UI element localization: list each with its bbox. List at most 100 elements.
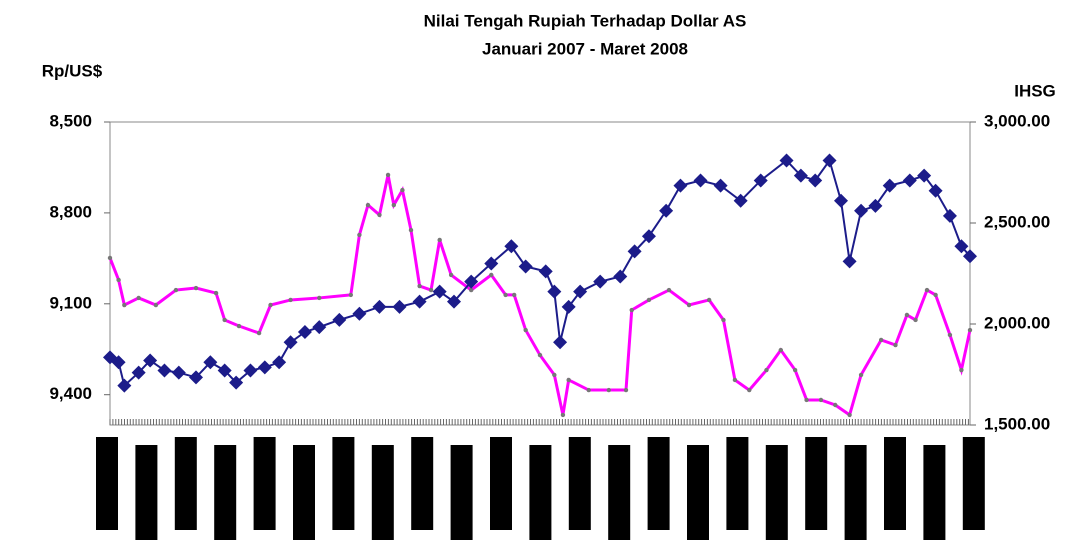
point xyxy=(153,302,159,308)
point xyxy=(623,387,629,393)
point xyxy=(217,363,232,378)
x-label-block xyxy=(687,445,709,540)
point xyxy=(171,365,186,380)
point xyxy=(538,264,553,279)
point xyxy=(733,193,748,208)
point xyxy=(924,287,930,293)
point xyxy=(673,178,688,193)
point xyxy=(122,302,127,308)
x-label-block xyxy=(253,437,276,530)
point xyxy=(686,302,692,308)
point xyxy=(854,203,869,218)
point xyxy=(627,244,642,259)
point xyxy=(504,239,519,254)
x-label-block xyxy=(490,437,512,530)
point xyxy=(606,387,611,393)
point xyxy=(400,187,405,193)
x-label-block xyxy=(805,437,828,530)
point xyxy=(385,172,391,178)
x-label-block xyxy=(726,437,749,530)
point xyxy=(928,183,943,198)
point xyxy=(222,317,227,323)
point xyxy=(229,375,244,390)
x-label-block xyxy=(765,445,788,540)
point xyxy=(469,287,474,293)
point xyxy=(503,292,508,298)
y-axis-label: Rp/US$ xyxy=(42,61,103,80)
point xyxy=(954,239,969,254)
point xyxy=(917,168,932,183)
point xyxy=(377,212,382,218)
point xyxy=(721,317,726,323)
point xyxy=(904,312,910,318)
point xyxy=(193,285,199,291)
point xyxy=(552,372,557,378)
point xyxy=(408,227,414,233)
point xyxy=(312,320,327,335)
point xyxy=(933,292,938,298)
point xyxy=(332,312,347,327)
point xyxy=(882,178,897,193)
point xyxy=(706,297,712,303)
point xyxy=(484,256,499,271)
point xyxy=(713,178,728,193)
y2-tick-label: 2,000.00 xyxy=(984,313,1050,332)
point xyxy=(778,347,783,353)
point xyxy=(173,287,179,293)
point xyxy=(747,387,752,393)
x-label-block xyxy=(529,445,552,540)
point xyxy=(111,355,126,370)
point xyxy=(448,272,454,278)
point xyxy=(560,412,566,418)
y-tick-label: 8,500 xyxy=(49,111,92,130)
point xyxy=(878,337,884,343)
point xyxy=(512,292,517,298)
plot-area xyxy=(109,121,971,426)
point xyxy=(116,277,121,283)
x-label-block xyxy=(135,445,158,540)
point xyxy=(256,330,262,336)
point xyxy=(613,269,628,284)
point xyxy=(732,377,738,383)
point xyxy=(203,355,218,370)
point xyxy=(818,397,824,403)
x-label-block xyxy=(371,445,394,540)
point xyxy=(317,295,322,301)
point xyxy=(392,299,407,314)
point xyxy=(357,232,362,238)
point xyxy=(136,295,141,301)
point xyxy=(793,168,808,183)
y-tick-label: 9,400 xyxy=(49,384,92,403)
point xyxy=(107,255,113,261)
x-label-block xyxy=(647,437,670,530)
point xyxy=(372,299,387,314)
point xyxy=(489,272,494,278)
point xyxy=(693,173,708,188)
point xyxy=(792,367,798,373)
x-label-block xyxy=(450,445,473,540)
point xyxy=(365,202,371,208)
x-label-block xyxy=(174,437,197,530)
point xyxy=(213,290,219,296)
point xyxy=(243,363,258,378)
y2-tick-label: 2,500.00 xyxy=(984,212,1050,231)
chart-title: Nilai Tengah Rupiah Terhadap Dollar AS xyxy=(424,11,747,30)
point xyxy=(518,259,533,274)
point xyxy=(942,208,957,223)
y2-tick-label: 1,500.00 xyxy=(984,414,1050,433)
point xyxy=(417,283,422,289)
point xyxy=(902,173,917,188)
point xyxy=(753,173,768,188)
point xyxy=(157,363,172,378)
point xyxy=(858,372,864,378)
chart-subtitle: Januari 2007 - Maret 2008 xyxy=(482,39,688,58)
x-label-block xyxy=(844,445,867,540)
point xyxy=(352,306,367,321)
point xyxy=(428,287,434,293)
point xyxy=(822,153,837,168)
point xyxy=(833,402,838,408)
point xyxy=(561,299,576,314)
point xyxy=(412,294,427,309)
point xyxy=(646,297,652,303)
